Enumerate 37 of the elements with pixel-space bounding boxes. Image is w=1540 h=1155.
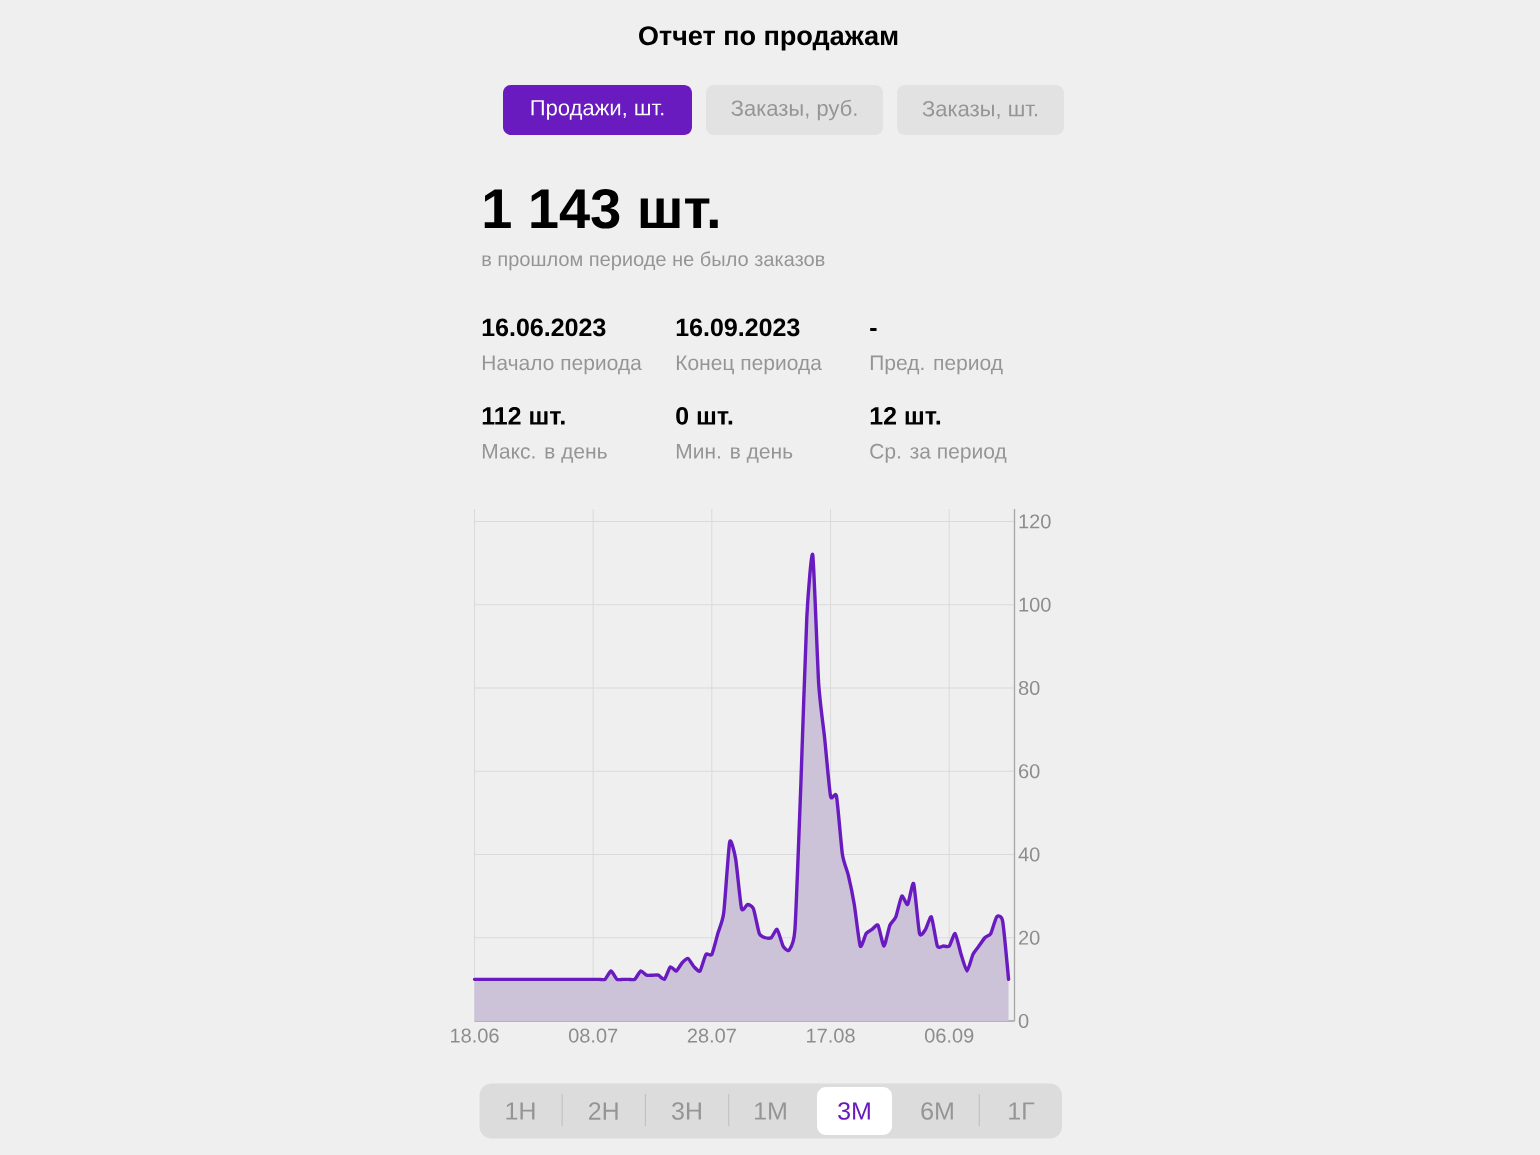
text: 1Г bbox=[1009, 1102, 1035, 1120]
text: 3М bbox=[838, 1102, 870, 1120]
y-tick-label: 0 bbox=[1018, 1013, 1029, 1029]
text: 12 шт. bbox=[870, 407, 941, 425]
text: Заказы, шт. bbox=[922, 100, 1038, 120]
x-tick-label: 08.07 bbox=[568, 1028, 618, 1043]
text: Заказы, руб. bbox=[731, 99, 857, 121]
text: Начало периода bbox=[482, 355, 642, 375]
text: 0 шт. bbox=[676, 407, 733, 425]
x-tick-label: 17.08 bbox=[807, 1028, 855, 1043]
text: 16.09.2023 bbox=[676, 318, 800, 337]
y-tick-label: 60 bbox=[1019, 764, 1040, 779]
text: Ср. за период bbox=[870, 443, 1007, 463]
y-tick-label: 80 bbox=[1018, 680, 1040, 696]
text: 1Н bbox=[506, 1102, 535, 1120]
y-tick-label: 20 bbox=[1019, 930, 1040, 945]
text: Макс. в день bbox=[482, 444, 607, 463]
text: Пред. период bbox=[870, 355, 1003, 375]
text: Продажи, шт. bbox=[531, 100, 664, 120]
text: 112 шт. bbox=[482, 407, 565, 425]
text: Мин. в день bbox=[676, 444, 793, 463]
text: - bbox=[870, 328, 877, 331]
text: 6М bbox=[921, 1102, 953, 1120]
chart-title: Отчет по продажам bbox=[639, 26, 898, 51]
text: в прошлом периоде не было заказов bbox=[482, 251, 825, 271]
x-tick-label: 28.07 bbox=[687, 1028, 736, 1043]
text: 2Н bbox=[588, 1102, 618, 1120]
x-tick-label: 06.09 bbox=[924, 1028, 974, 1043]
text: 1 143 шт. bbox=[484, 188, 718, 229]
text: Конец периода bbox=[676, 355, 822, 375]
x-tick-label: 18.06 bbox=[451, 1028, 499, 1043]
text: 3Н bbox=[671, 1102, 701, 1120]
y-tick-label: 100 bbox=[1019, 597, 1051, 612]
text: 1М bbox=[755, 1102, 786, 1120]
y-tick-label: 120 bbox=[1019, 514, 1051, 529]
y-tick-label: 40 bbox=[1018, 847, 1040, 862]
text: 16.06.2023 bbox=[482, 318, 606, 337]
